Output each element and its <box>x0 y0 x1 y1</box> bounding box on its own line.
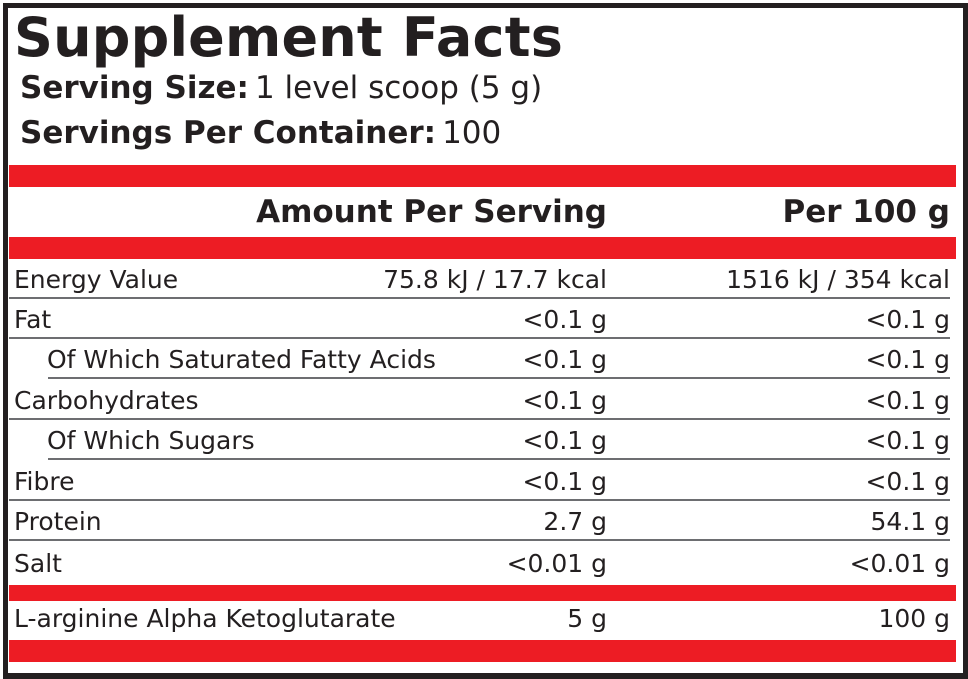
ingredient-per-serving: 5 g <box>567 604 607 633</box>
nutrient-per-100g: 54.1 g <box>870 507 950 536</box>
nutrient-per-serving: 2.7 g <box>543 507 607 536</box>
nutrient-per-100g: 1516 kJ / 354 kcal <box>726 265 950 294</box>
nutrient-per-serving: <0.1 g <box>522 345 607 374</box>
nutrient-per-serving: <0.1 g <box>522 386 607 415</box>
ingredient-row-l-arginine-akg: L-arginine Alpha Ketoglutarate 5 g 100 g <box>9 598 950 638</box>
column-header-per-100g: Per 100 g <box>782 194 950 230</box>
row-separator <box>48 377 950 379</box>
label-border <box>3 3 968 679</box>
nutrient-name: Carbohydrates <box>14 386 199 415</box>
nutrient-name: Of Which Saturated Fatty Acids <box>47 345 436 374</box>
nutrient-row-protein: Protein 2.7 g 54.1 g <box>9 501 950 541</box>
red-divider-header <box>9 237 956 259</box>
row-separator <box>9 539 950 541</box>
ingredient-name: L-arginine Alpha Ketoglutarate <box>14 604 396 633</box>
nutrient-per-100g: <0.1 g <box>865 386 950 415</box>
row-separator <box>9 499 950 501</box>
nutrient-name: Salt <box>14 549 62 578</box>
nutrient-name: Protein <box>14 507 102 536</box>
nutrient-row-carbohydrates: Carbohydrates <0.1 g <0.1 g <box>9 380 950 420</box>
nutrient-per-100g: <0.1 g <box>865 345 950 374</box>
nutrient-name: Fibre <box>14 467 75 496</box>
nutrient-per-100g: <0.1 g <box>865 467 950 496</box>
red-divider-bottom <box>9 640 956 662</box>
red-divider-top <box>9 165 956 187</box>
serving-size-value: 1 level scoop (5 g) <box>254 70 543 106</box>
nutrient-per-100g: <0.1 g <box>865 305 950 334</box>
nutrient-name: Energy Value <box>14 265 179 294</box>
nutrient-row-sugars: Of Which Sugars <0.1 g <0.1 g <box>9 420 950 460</box>
serving-size-label: Serving Size: <box>20 70 249 106</box>
servings-per-container: Servings Per Container: 100 <box>20 115 501 151</box>
nutrient-name: Fat <box>14 305 52 334</box>
nutrient-row-fat: Fat <0.1 g <0.1 g <box>9 299 950 339</box>
nutrient-name: Of Which Sugars <box>47 426 255 455</box>
nutrient-row-salt: Salt <0.01 g <0.01 g <box>9 543 950 583</box>
nutrient-row-fibre: Fibre <0.1 g <0.1 g <box>9 461 950 501</box>
nutrient-per-100g: <0.1 g <box>865 426 950 455</box>
nutrient-per-serving: 75.8 kJ / 17.7 kcal <box>383 265 607 294</box>
ingredient-per-100g: 100 g <box>878 604 950 633</box>
label-title: Supplement Facts <box>14 6 564 69</box>
nutrient-per-serving: <0.1 g <box>522 305 607 334</box>
servings-per-container-label: Servings Per Container: <box>20 115 437 151</box>
row-separator <box>9 418 950 420</box>
nutrient-row-energy: Energy Value 75.8 kJ / 17.7 kcal 1516 kJ… <box>9 259 950 299</box>
nutrient-per-serving: <0.1 g <box>522 426 607 455</box>
servings-per-container-value: 100 <box>442 115 502 151</box>
row-separator <box>9 297 950 299</box>
row-separator <box>9 337 950 339</box>
red-divider-ingredients <box>9 585 956 601</box>
column-header-per-serving: Amount Per Serving <box>256 194 607 230</box>
row-separator <box>48 458 950 460</box>
nutrient-per-100g: <0.01 g <box>849 549 950 578</box>
serving-size: Serving Size: 1 level scoop (5 g) <box>20 70 542 106</box>
nutrient-row-saturated-fat: Of Which Saturated Fatty Acids <0.1 g <0… <box>9 339 950 379</box>
nutrient-per-serving: <0.01 g <box>506 549 607 578</box>
nutrient-per-serving: <0.1 g <box>522 467 607 496</box>
